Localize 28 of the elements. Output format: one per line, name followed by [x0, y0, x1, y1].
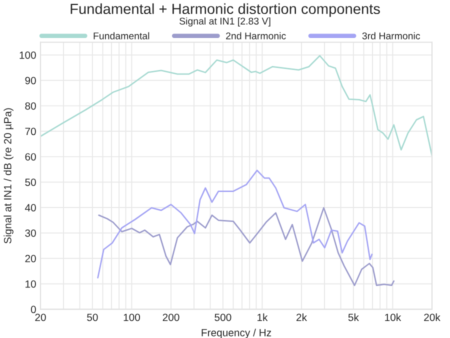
- x-tick-label: 2k: [296, 313, 308, 321]
- x-tick-label: 1k: [258, 313, 268, 321]
- x-tick-label: 5k: [348, 313, 359, 322]
- legend-label: Fundamental: [94, 32, 150, 40]
- y-tick-label: 30: [25, 229, 36, 237]
- y-tick-label: 90: [25, 76, 36, 84]
- chart-title: Fundamental + Harmonic distortion components: [70, 3, 380, 17]
- x-tick-label: 20k: [424, 313, 440, 322]
- y-tick-label: 20: [25, 254, 36, 262]
- x-axis-title: Frequency / Hz: [202, 328, 272, 338]
- y-tick-label: 100: [20, 51, 36, 59]
- chart-subtitle: Signal at IN1 [2.83 V]: [180, 17, 270, 26]
- x-tick-label: 20: [35, 314, 46, 322]
- x-tick-label: 500: [214, 314, 232, 322]
- y-tick-label: 60: [25, 153, 36, 161]
- legend-label: 2nd Harmonic: [226, 32, 286, 40]
- y-tick-label: 10: [26, 280, 36, 288]
- y-tick-label: 50: [25, 178, 36, 186]
- x-tick-label: 10k: [385, 313, 402, 322]
- y-tick-label: 80: [25, 102, 36, 110]
- x-tick-label: 50: [87, 314, 98, 322]
- y-tick-label: 70: [25, 128, 36, 136]
- y-axis-title: Signal at IN1 / dB (re 20 µPa): [4, 108, 14, 244]
- x-tick-label: 200: [162, 314, 180, 322]
- y-tick-label: 0: [30, 306, 36, 314]
- legend-label: 3rd Harmonic: [362, 32, 420, 40]
- y-tick-label: 40: [24, 204, 36, 212]
- x-tick-label: 100: [124, 314, 140, 322]
